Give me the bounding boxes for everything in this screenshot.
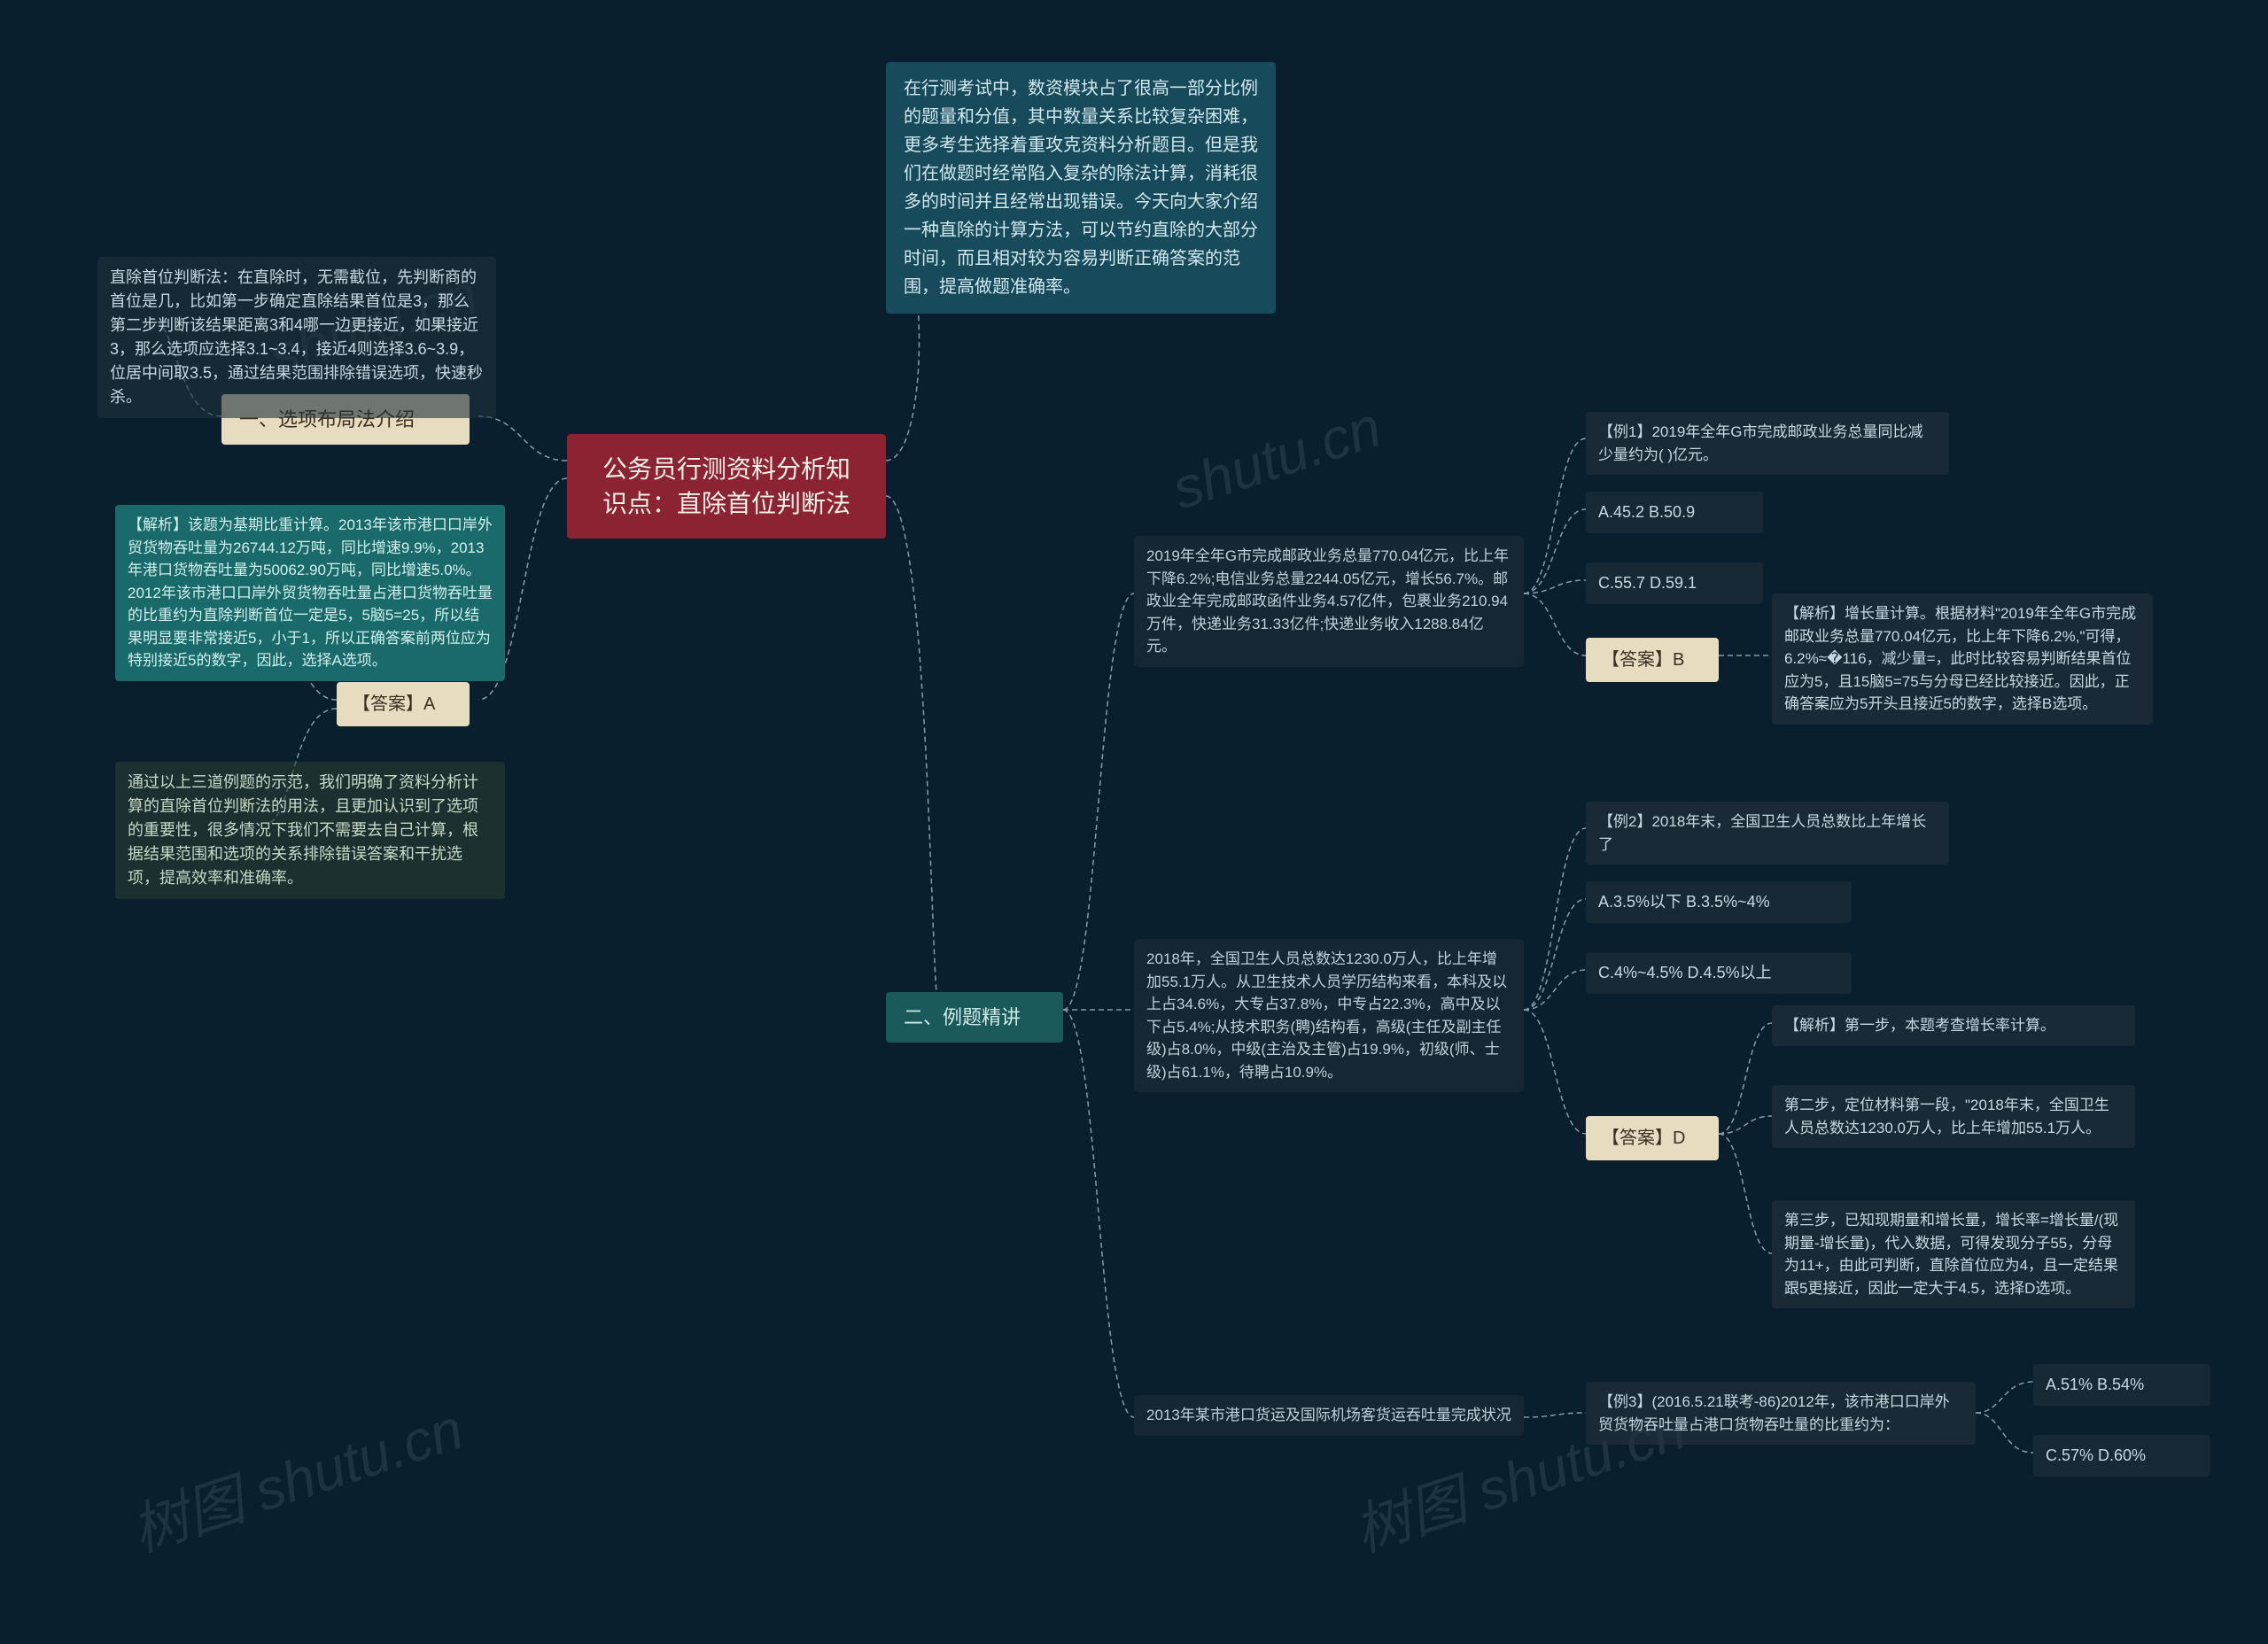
watermark: 树图 shutu.cn: [120, 1384, 471, 1567]
ex3-question: 【例3】(2016.5.21联考-86)2012年，该市港口口岸外贸货物吞吐量占…: [1586, 1382, 1976, 1445]
answer-a-analysis: 【解析】该题为基期比重计算。2013年该市港口口岸外贸货物吞吐量为26744.1…: [115, 505, 505, 681]
ex2-context: 2018年，全国卫生人员总数达1230.0万人，比上年增加55.1万人。从卫生技…: [1134, 939, 1524, 1092]
root-node: 公务员行测资料分析知识点：直除首位判断法: [567, 434, 886, 539]
ex1-answer-analysis: 【解析】增长量计算。根据材料"2019年全年G市完成邮政业务总量770.04亿元…: [1772, 593, 2153, 725]
ex3-context: 2013年某市港口货运及国际机场客货运吞吐量完成状况: [1134, 1395, 1524, 1436]
section2-label: 二、例题精讲: [886, 992, 1063, 1043]
ex3-opt-ab: A.51% B.54%: [2033, 1364, 2210, 1406]
ex3-opt-cd: C.57% D.60%: [2033, 1435, 2210, 1477]
ex2-opt-cd: C.4%~4.5% D.4.5%以上: [1586, 952, 1852, 994]
ex2-step2: 第二步，定位材料第一段，"2018年末，全国卫生人员总数达1230.0万人，比上…: [1772, 1085, 2135, 1148]
ex2-answer-label: 【答案】D: [1586, 1116, 1719, 1160]
ex1-opt-cd: C.55.7 D.59.1: [1586, 562, 1763, 604]
answer-a-label: 【答案】A: [337, 682, 470, 726]
intro-text: 在行测考试中，数资模块占了很高一部分比例的题量和分值，其中数量关系比较复杂困难，…: [886, 62, 1276, 314]
ex2-step3: 第三步，已知现期量和增长量，增长率=增长量/(现期量-增长量)，代入数据，可得发…: [1772, 1200, 2135, 1308]
answer-a-conclusion: 通过以上三道例题的示范，我们明确了资料分析计算的直除首位判断法的用法，且更加认识…: [115, 762, 505, 899]
ex2-opt-ab: A.3.5%以下 B.3.5%~4%: [1586, 881, 1852, 923]
ex1-context: 2019年全年G市完成邮政业务总量770.04亿元，比上年下降6.2%;电信业务…: [1134, 536, 1524, 667]
ex1-question: 【例1】2019年全年G市完成邮政业务总量同比减少量约为( )亿元。: [1586, 412, 1949, 475]
ex1-answer-label: 【答案】B: [1586, 638, 1719, 682]
watermark: shutu.cn: [1164, 393, 1388, 522]
ex2-step1: 【解析】第一步，本题考查增长率计算。: [1772, 1005, 2135, 1046]
ex1-opt-ab: A.45.2 B.50.9: [1586, 492, 1763, 533]
ex2-question: 【例2】2018年末，全国卫生人员总数比上年增长了: [1586, 802, 1949, 865]
section1-desc: 直除首位判断法：在直除时，无需截位，先判断商的首位是几，比如第一步确定直除结果首…: [97, 257, 496, 418]
